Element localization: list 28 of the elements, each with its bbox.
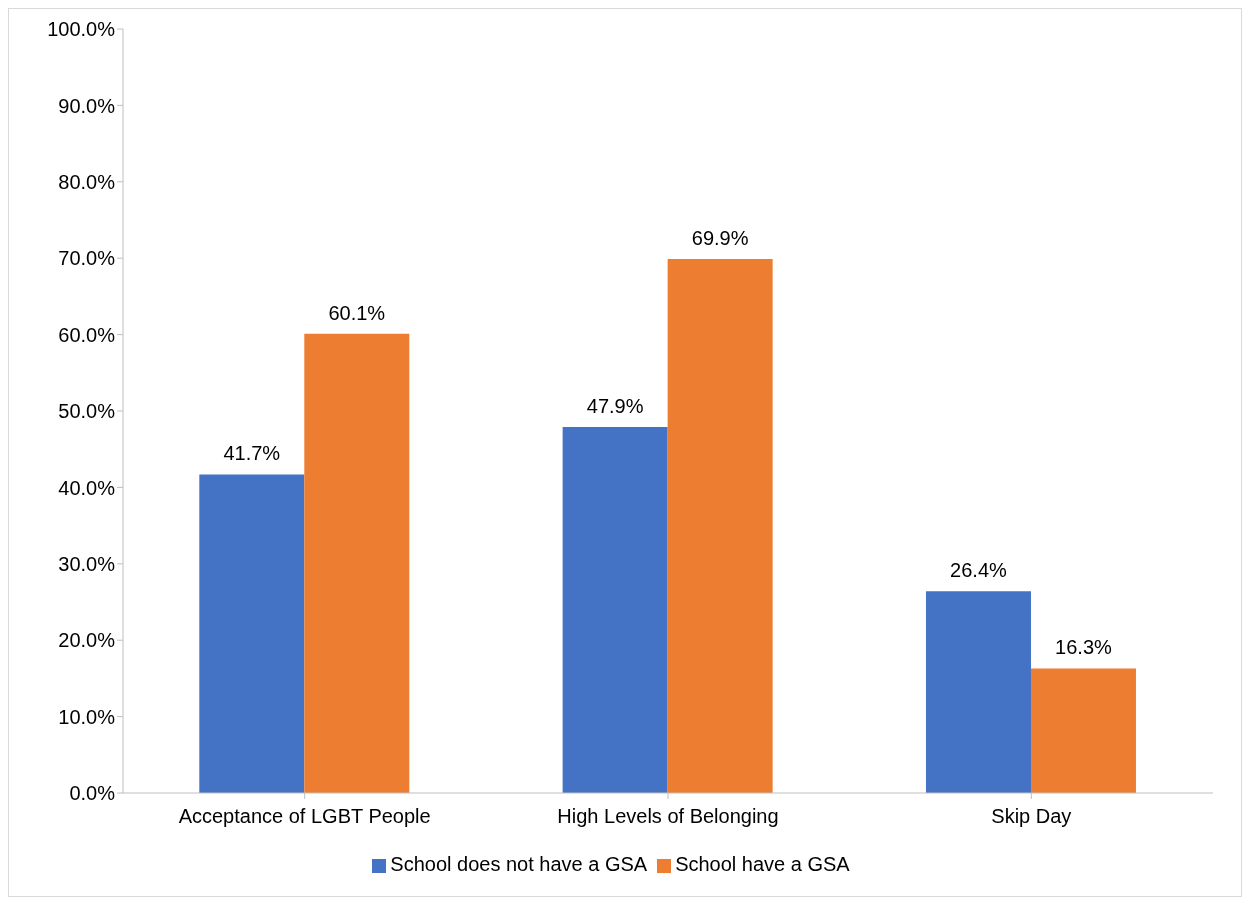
y-tick-label: 20.0% [58, 629, 116, 652]
y-tick-label: 30.0% [58, 552, 116, 575]
x-tick-label: High Levels of Belonging [557, 805, 779, 828]
y-tick-label: 100.0% [47, 18, 116, 41]
y-tick-label: 90.0% [58, 94, 116, 117]
bar [1030, 668, 1136, 793]
x-tick-label: Acceptance of LGBT People [178, 805, 431, 828]
data-label: 60.1% [328, 301, 386, 324]
y-tick-label: 50.0% [58, 400, 116, 423]
bar [925, 591, 1031, 793]
data-label: 69.9% [691, 226, 749, 249]
legend-label: School have a GSA [675, 853, 850, 875]
bar [199, 474, 305, 793]
bar [304, 333, 410, 793]
data-label: 41.7% [223, 442, 281, 465]
data-label: 26.4% [950, 559, 1008, 582]
y-tick-label: 80.0% [58, 170, 116, 193]
y-tick-label: 10.0% [58, 705, 116, 728]
data-label: 47.9% [586, 395, 644, 418]
y-tick-label: 60.0% [58, 323, 116, 346]
x-tick-label: Skip Day [991, 805, 1072, 828]
bar [667, 258, 773, 793]
bar [562, 427, 668, 793]
y-tick-label: 40.0% [58, 476, 116, 499]
legend-label: School does not have a GSA [390, 853, 648, 875]
data-label: 16.3% [1055, 636, 1113, 659]
y-tick-label: 70.0% [58, 247, 116, 270]
y-tick-label: 0.0% [69, 782, 116, 805]
